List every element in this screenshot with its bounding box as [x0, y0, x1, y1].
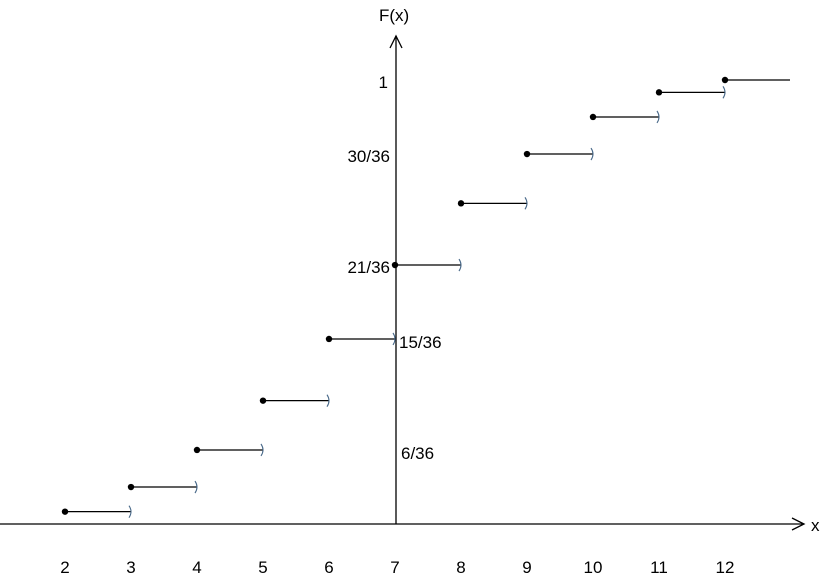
- open-endpoint-bracket: [458, 258, 462, 272]
- y-tick-label: 21/36: [347, 258, 390, 277]
- closed-endpoint-dot: [127, 483, 135, 491]
- open-endpoint-bracket: [590, 147, 594, 161]
- x-tick-label: 2: [60, 558, 69, 577]
- open-endpoint-bracket: [326, 394, 330, 407]
- closed-endpoint-dot: [193, 446, 201, 454]
- open-endpoint-bracket: [722, 86, 726, 99]
- closed-endpoint-dot: [523, 150, 531, 158]
- x-tick-labels: 2 3 4 5 6 7 8 9 10 11 12: [60, 558, 734, 577]
- closed-endpoint-dot: [325, 335, 333, 343]
- closed-endpoint-dot: [721, 76, 729, 84]
- closed-endpoint-dot: [391, 261, 399, 269]
- y-tick-labels: 6/36 15/36 21/36 30/36 1: [347, 73, 441, 463]
- y-tick-label: 30/36: [347, 147, 390, 166]
- closed-endpoint-dot: [655, 89, 663, 96]
- x-tick-label: 12: [716, 558, 735, 577]
- open-endpoint-bracket: [392, 332, 396, 346]
- x-tick-label: 9: [522, 558, 531, 577]
- open-endpoint-bracket: [524, 197, 528, 210]
- y-tick-label: 1: [379, 73, 388, 92]
- x-tick-label: 8: [456, 558, 465, 577]
- open-endpoint-bracket: [128, 505, 132, 518]
- open-endpoint-bracket: [194, 480, 198, 494]
- open-endpoint-bracket: [260, 443, 264, 457]
- closed-endpoint-dot: [457, 200, 465, 207]
- y-axis-arrow: [389, 34, 403, 49]
- y-tick-label: 15/36: [399, 333, 442, 352]
- step-series: [61, 76, 790, 518]
- y-axis-label: F(x): [379, 6, 409, 25]
- x-tick-label: 5: [258, 558, 267, 577]
- x-tick-label: 6: [324, 558, 333, 577]
- x-axis-arrow: [791, 517, 806, 531]
- open-endpoint-bracket: [656, 110, 660, 124]
- x-tick-label: 3: [126, 558, 135, 577]
- x-tick-label: 11: [650, 558, 668, 577]
- y-tick-label: 6/36: [401, 444, 434, 463]
- x-axis-label: x: [811, 516, 820, 535]
- x-tick-label: 10: [584, 558, 603, 577]
- closed-endpoint-dot: [259, 397, 267, 404]
- x-tick-label: 7: [390, 558, 399, 577]
- closed-endpoint-dot: [61, 508, 69, 515]
- axes: x F(x): [0, 6, 820, 535]
- x-tick-label: 4: [192, 558, 201, 577]
- closed-endpoint-dot: [589, 113, 597, 121]
